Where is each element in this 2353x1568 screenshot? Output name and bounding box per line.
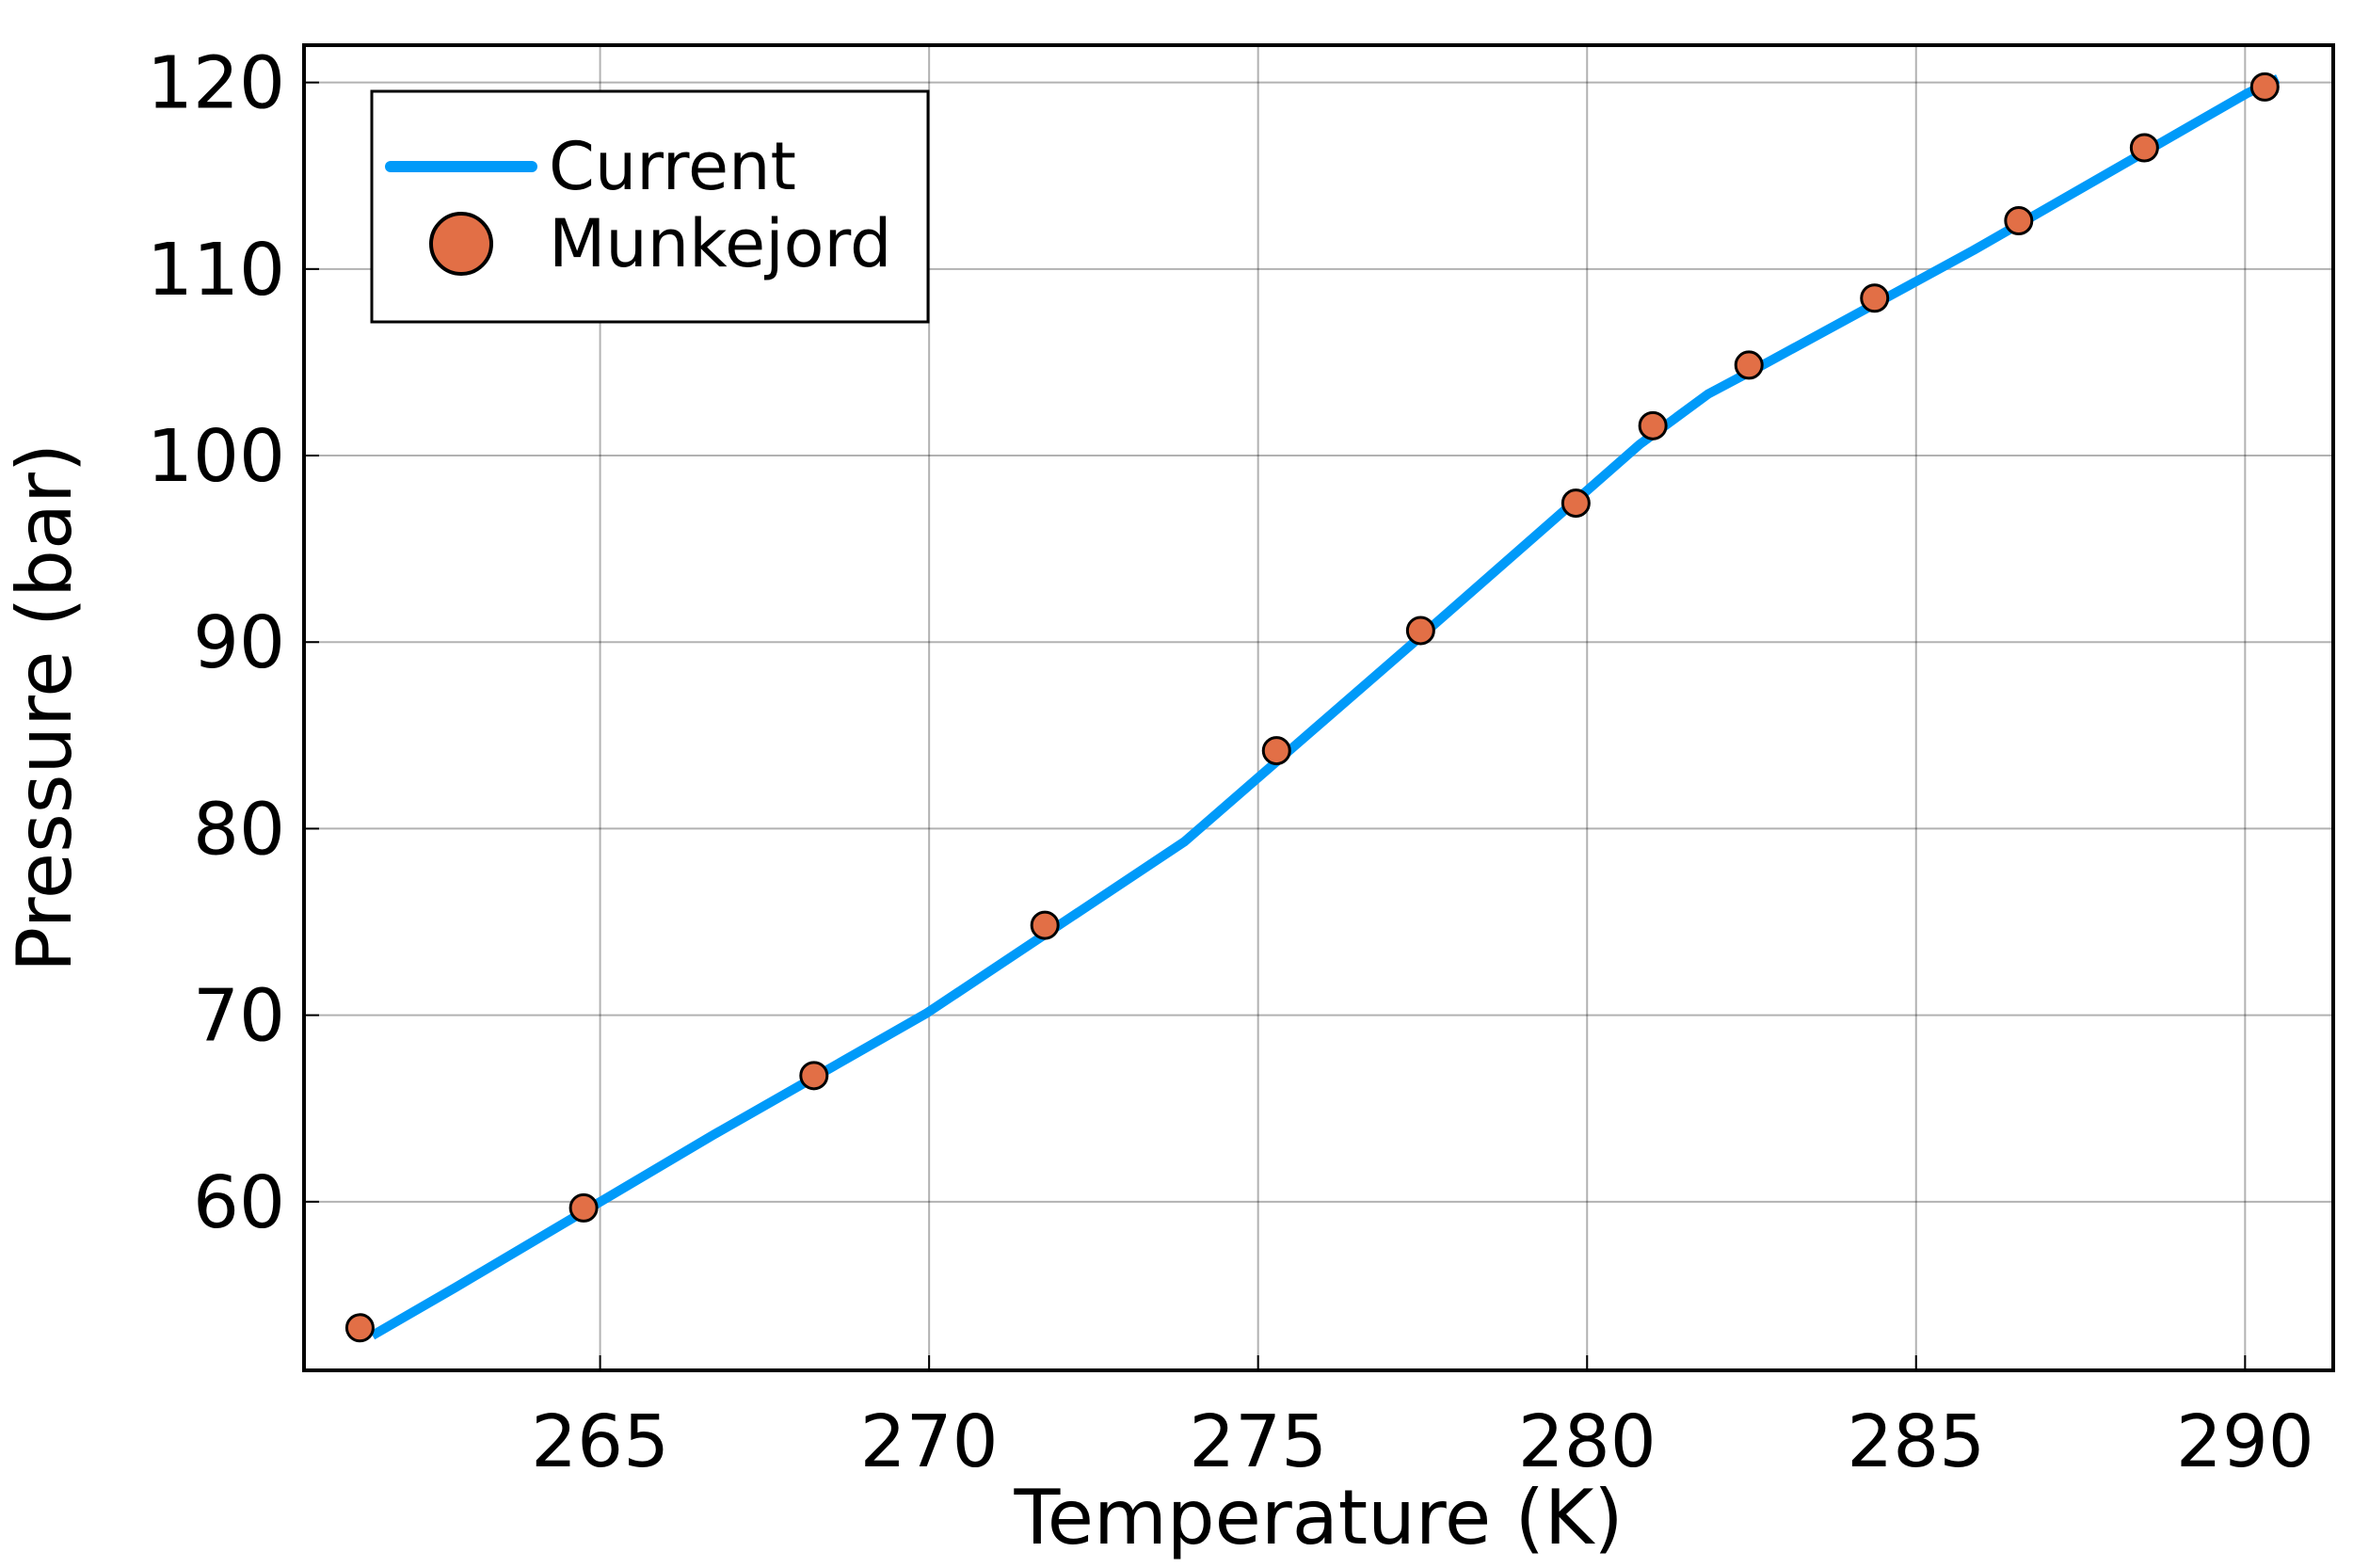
data-point [1261,736,1291,766]
y-tick-label: 100 [147,415,285,499]
x-tick-label: 275 [1189,1400,1327,1484]
x-axis-label: Temperature (K) [1013,1474,1623,1561]
x-tick-label: 285 [1847,1400,1985,1484]
data-point [1405,616,1435,646]
x-tick-label: 270 [860,1400,999,1484]
y-tick-label: 60 [193,1161,285,1245]
x-tick-label: 265 [531,1400,669,1484]
legend-label: Munkejord [549,205,892,282]
data-point [1561,488,1591,519]
legend-box [370,89,930,324]
x-tick-label: 290 [2176,1400,2314,1484]
data-point [1030,910,1060,940]
data-point [799,1061,829,1091]
y-tick-label: 110 [147,229,285,312]
y-axis-label: Pressure (bar) [1,443,88,972]
y-tick-label: 80 [193,788,285,872]
x-tick-label: 280 [1518,1400,1657,1484]
data-point [344,1313,375,1343]
data-point [568,1192,599,1223]
y-tick-label: 120 [147,42,285,126]
plot-frame [302,43,2335,1372]
data-point [2129,133,2159,163]
data-point [2004,206,2034,236]
y-tick-label: 90 [193,601,285,685]
legend-swatch [429,212,493,276]
data-point [1638,410,1668,440]
data-point [2249,72,2280,102]
data-point [1860,283,1890,313]
data-point [1734,350,1764,380]
y-tick-label: 70 [193,975,285,1059]
legend-label: Current [549,128,796,205]
